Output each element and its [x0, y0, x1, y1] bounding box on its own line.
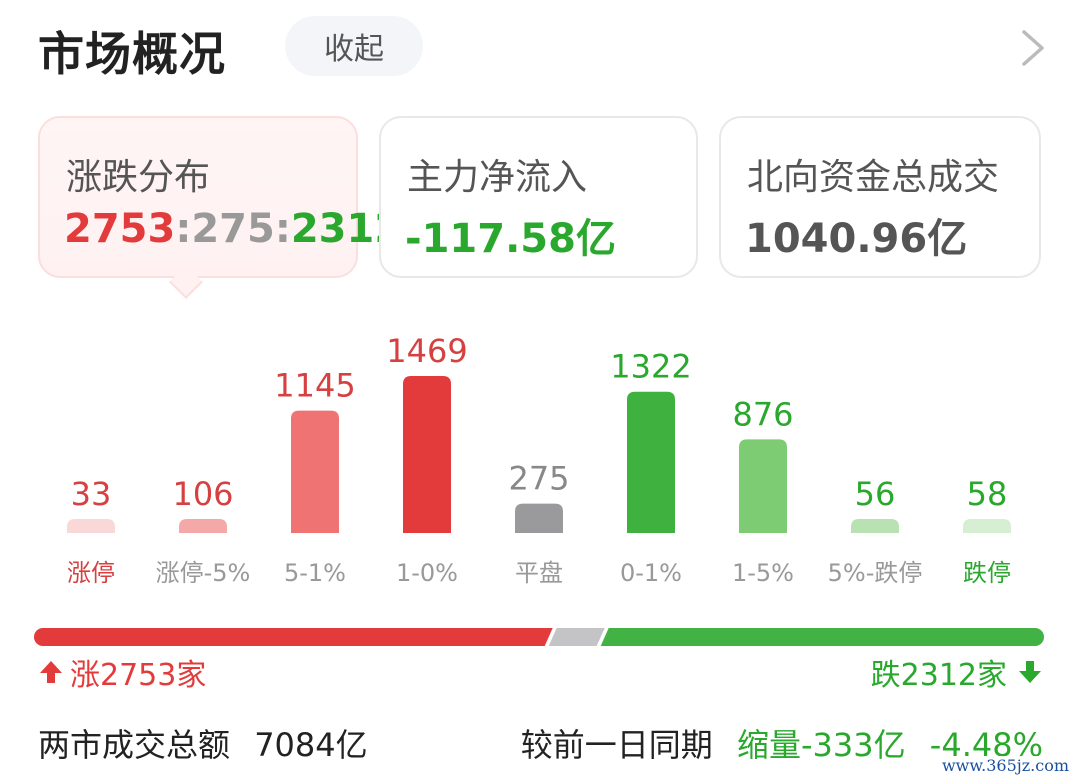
- page-title: 市场概况: [38, 27, 226, 81]
- bar-value-label: 1469: [386, 332, 467, 370]
- down-segment-cap: [1026, 628, 1044, 646]
- turnover-label: 两市成交总额: [38, 726, 231, 764]
- down-summary: 跌2312家: [870, 652, 1043, 693]
- bar: [179, 519, 227, 533]
- bar-value-label: 1322: [610, 348, 691, 386]
- flat-segment: [548, 628, 605, 646]
- bar-value-label: 56: [855, 475, 896, 513]
- northbound-value: 1040.96亿: [745, 216, 968, 262]
- bar: [291, 410, 339, 533]
- arrow-down-icon: [1019, 661, 1041, 683]
- bar: [851, 519, 899, 533]
- up-total-label: 涨2753家: [70, 658, 207, 693]
- net-inflow-value: -117.58亿: [405, 216, 616, 262]
- bar: [403, 376, 451, 533]
- category-label: 1-5%: [732, 559, 794, 587]
- card-label: 涨跌分布: [66, 157, 211, 198]
- up-down-ratio: 2753:275:2312: [64, 206, 402, 252]
- bar-value-label: 106: [172, 475, 233, 513]
- distribution-bar-chart: 33 涨停 106 涨停-5% 1145 5-1% 1469 1-0% 275 平盘 1322 0-1…: [67, 332, 1011, 587]
- turnover-summary: 两市成交总额 7084亿: [38, 720, 368, 766]
- card-label: 主力净流入: [407, 157, 588, 198]
- separator: :: [274, 206, 291, 252]
- bar-value-label: 876: [732, 395, 793, 433]
- down-segment: [600, 628, 1035, 646]
- bar: [739, 439, 787, 533]
- flat-count: 275: [191, 206, 275, 252]
- category-label: 1-0%: [396, 559, 458, 587]
- up-segment: [43, 628, 553, 646]
- turnover-value: 7084亿: [254, 726, 368, 764]
- bar: [627, 391, 675, 533]
- category-label: 涨停-5%: [156, 559, 251, 587]
- category-label: 涨停: [67, 559, 115, 587]
- bar: [515, 503, 563, 533]
- bar-value-label: 1145: [274, 367, 355, 405]
- header: 市场概况 收起: [0, 0, 1079, 100]
- card-up-down-distribution[interactable]: 涨跌分布 2753:275:2312: [38, 116, 402, 278]
- card-northbound-turnover[interactable]: 北向资金总成交 1040.96亿: [719, 116, 1041, 278]
- up-count: 2753: [64, 206, 176, 252]
- change-amount: 缩量-333亿: [736, 726, 906, 764]
- category-label: 5-1%: [284, 559, 346, 587]
- down-total-label: 跌2312家: [870, 658, 1007, 693]
- category-label: 跌停: [963, 559, 1011, 587]
- bar-value-label: 33: [71, 475, 112, 513]
- category-label: 5%-跌停: [828, 559, 923, 587]
- bar: [67, 519, 115, 533]
- breadth-progress-bar: [34, 628, 1044, 646]
- arrow-up-icon: [40, 661, 62, 683]
- category-label: 平盘: [515, 559, 563, 587]
- bar-value-label: 275: [508, 460, 569, 498]
- up-summary: 涨2753家: [38, 652, 207, 693]
- card-label: 北向资金总成交: [747, 157, 1000, 198]
- chevron-right-icon[interactable]: [1010, 26, 1054, 70]
- category-label: 0-1%: [620, 559, 682, 587]
- collapse-button[interactable]: 收起: [285, 16, 423, 76]
- watermark: www.365jz.com: [937, 756, 1073, 775]
- card-main-net-inflow[interactable]: 主力净流入 -117.58亿: [379, 116, 698, 278]
- bar: [963, 519, 1011, 533]
- compare-label: 较前一日同期: [520, 726, 713, 764]
- bar-value-label: 58: [967, 475, 1008, 513]
- up-segment-cap: [34, 628, 52, 646]
- separator: :: [175, 206, 192, 252]
